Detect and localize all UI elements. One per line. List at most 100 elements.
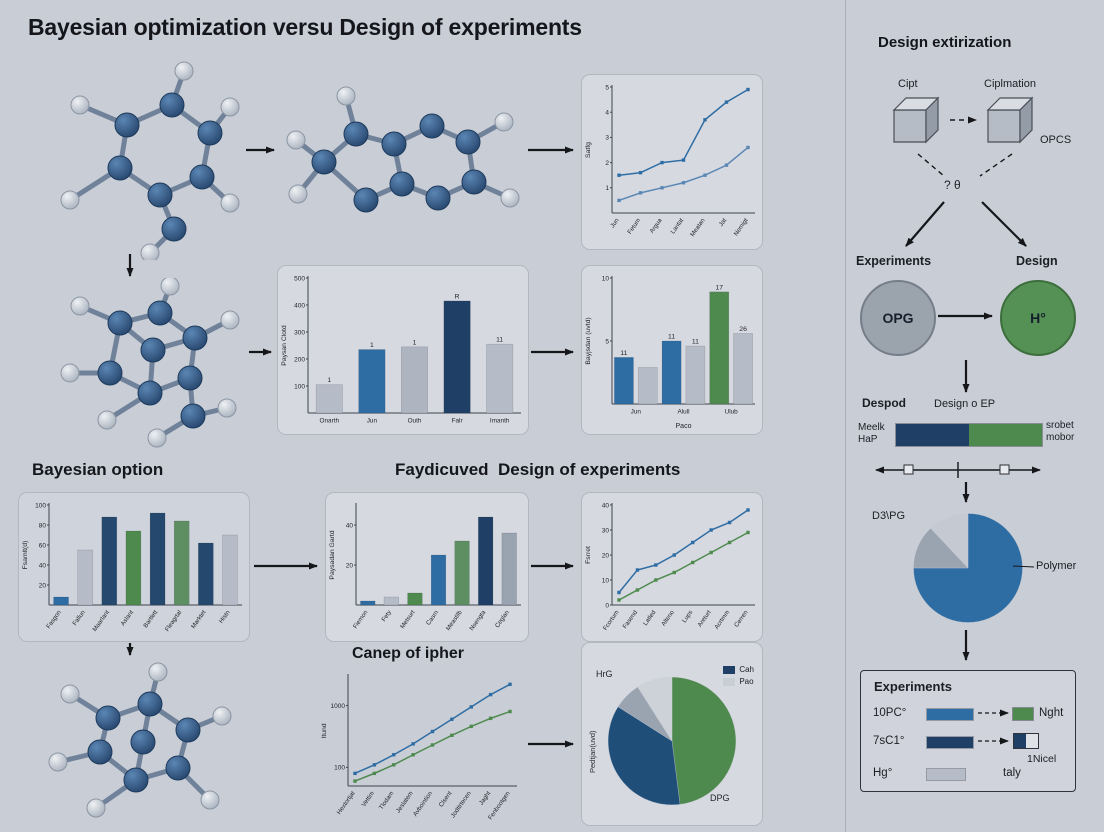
svg-text:Fasgon: Fasgon (45, 609, 63, 630)
heading-canep: Canep of ipher (352, 645, 465, 662)
legend-label-pao: Pao (739, 677, 754, 686)
small-pie-chart (913, 513, 1023, 623)
design-label: Design (1016, 254, 1058, 268)
meelk-label-line1: Meelk (858, 422, 885, 433)
slider-handle-left (903, 464, 914, 475)
svg-text:R: R (455, 293, 460, 300)
pie-annotation-hrg: HrG (596, 669, 613, 679)
pie-annotation-dpg: DPG (710, 793, 730, 803)
molecule-structure-2 (60, 278, 240, 448)
svg-text:5: 5 (605, 84, 609, 91)
svg-text:1: 1 (605, 185, 609, 192)
legend-row2-swatch (1013, 733, 1039, 749)
heading-design-of-experiments: Design of experiments (498, 460, 681, 479)
legend-row-cah: Cah (723, 665, 754, 674)
svg-text:Itund: Itund (321, 723, 328, 738)
svg-text:Ceglan: Ceglan (494, 609, 511, 630)
main-pie-chart (607, 676, 737, 806)
heading-bayesian-option: Bayesian option (32, 460, 164, 479)
experiments-circle: OPG (860, 280, 936, 356)
svg-text:Bartlett: Bartlett (142, 609, 159, 629)
experiments-label: Experiments (856, 254, 932, 268)
dashed-line-box2-to-theta (979, 153, 1013, 177)
arrow-theta-to-experiments (905, 201, 945, 247)
svg-text:60: 60 (39, 542, 47, 549)
svg-text:100: 100 (294, 383, 305, 390)
svg-text:Fasend: Fasend (621, 609, 639, 630)
legend-row1-label: 10PC° (873, 707, 907, 719)
design-cube-input (892, 96, 940, 144)
stacked-bar-green-segment (969, 424, 1042, 446)
svg-text:10: 10 (602, 275, 610, 282)
svg-text:Fallun: Fallun (71, 609, 87, 627)
svg-text:Falr: Falr (452, 418, 464, 425)
svg-text:Alull: Alull (677, 409, 689, 416)
svg-text:Acrtmm: Acrtmm (713, 609, 731, 630)
svg-text:Paysan Clotd: Paysan Clotd (281, 325, 288, 366)
svg-text:Outh: Outh (408, 418, 422, 425)
molecule-structure-4 (48, 662, 232, 818)
slider-handle-right (999, 464, 1010, 475)
heading-faydicuved: Faydicuved (395, 460, 489, 479)
svg-text:Fsamlt(d): Fsamlt(d) (22, 541, 29, 570)
srobet-label-line2: mobor (1046, 432, 1075, 443)
svg-text:Cerren: Cerren (733, 609, 750, 629)
svg-text:Jun: Jun (609, 217, 621, 230)
legend-row2-swatch-light (1026, 734, 1038, 748)
legend-swatch-pao (723, 677, 736, 686)
stacked-bar-navy-segment (896, 424, 969, 446)
meelk-label-line2: HaP (858, 434, 878, 445)
svg-text:Avbointion: Avbointion (412, 790, 435, 818)
svg-text:1: 1 (327, 377, 331, 384)
legend-label-cah: Cah (739, 665, 754, 674)
top-line-chart: 1 2 3 4 5 Satfg Jun Fetum Argua Lantat Meatan Jat Ne… (585, 84, 755, 238)
svg-text:Bayjsdan (uvtd): Bayjsdan (uvtd) (585, 317, 592, 364)
legend-row2-swatch-navy (1014, 734, 1026, 748)
despod-label: Despod (862, 396, 907, 410)
left-bar-chart-panel: 20 40 60 80 100 Fsamlt(d) Fasgon Fallun Maarlant… (18, 492, 250, 642)
svg-text:Meatan: Meatan (689, 217, 707, 238)
svg-text:Metsurt: Metsurt (399, 609, 417, 630)
svg-text:Areturt: Areturt (696, 609, 713, 628)
log-line-chart: 100 1000 Itund Hextortjat Vettim Tlodam Jeslat… (321, 674, 517, 821)
srobet-label-line1: srobet (1046, 420, 1074, 431)
svg-text:Casrn: Casrn (425, 609, 441, 627)
svg-text:200: 200 (294, 356, 305, 363)
svg-text:80: 80 (39, 522, 47, 529)
svg-text:100: 100 (35, 502, 46, 509)
box1-label: Cipt (898, 78, 918, 90)
svg-text:Fsrret: Fsrret (585, 546, 592, 564)
box2-label: Ciplmation (984, 78, 1036, 90)
right-line-chart: 0 10 20 30 40 Fsrret Fcortum Fasend Latled Alteno… (585, 502, 755, 632)
svg-text:100: 100 (334, 765, 345, 772)
svg-text:Maarlant: Maarlant (91, 609, 111, 633)
svg-text:Latled: Latled (642, 609, 658, 627)
top-line-chart-panel: 1 2 3 4 5 Satfg Jun Fetum Argua Lantat Meatan Jat Ne… (581, 74, 763, 250)
legend-row1-bar (926, 708, 974, 721)
svg-text:Fiemon: Fiemon (352, 609, 370, 630)
svg-text:Aslant: Aslant (119, 609, 135, 627)
svg-text:500: 500 (294, 275, 305, 282)
legend-row1-right-label: Nght (1039, 707, 1064, 719)
mid-bar-chart-3-panel: 20 40 Paysadan Gartd Fiemon Fety Metsurt Casrn… (325, 492, 529, 642)
svg-text:11: 11 (692, 339, 699, 346)
svg-text:Paysadan Gartd: Paysadan Gartd (329, 530, 336, 579)
svg-text:Imanth: Imanth (490, 418, 510, 425)
svg-text:Satfg: Satfg (585, 142, 592, 158)
legend-row1-swatch (1012, 707, 1034, 721)
legend-row-pao: Pao (723, 677, 754, 686)
polymer-label: Polymer (1036, 560, 1077, 572)
legend-row3-bar (926, 768, 966, 781)
design-cube-output (986, 96, 1034, 144)
svg-text:Marktet: Marktet (190, 609, 208, 630)
svg-text:Jun: Jun (631, 409, 642, 416)
experiments-legend-box: Experiments 10PC° Nght 7sC1° 1Nicel Hg° … (860, 670, 1076, 792)
svg-text:Histn: Histn (218, 609, 232, 625)
svg-text:Jat: Jat (718, 217, 729, 228)
svg-text:1000: 1000 (331, 703, 346, 710)
svg-text:1: 1 (370, 342, 374, 349)
design-o-ep-label: Design o EP (934, 398, 996, 410)
main-pie-legend: Cah Pao (723, 665, 754, 689)
svg-text:Fleagrtal: Fleagrtal (164, 609, 184, 633)
